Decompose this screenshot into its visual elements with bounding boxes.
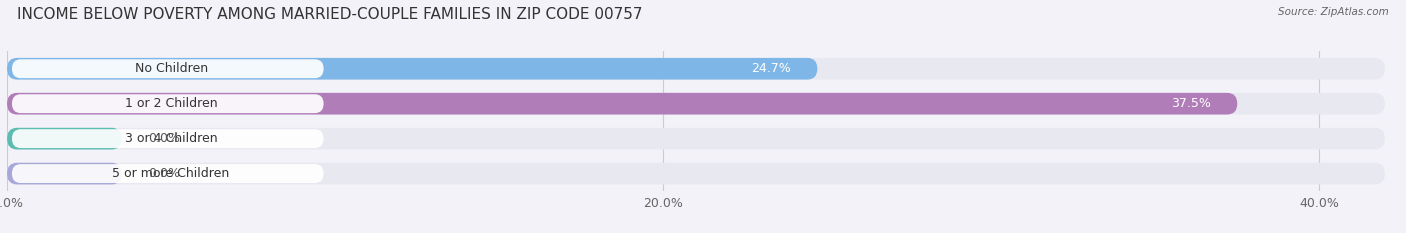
FancyBboxPatch shape [11, 94, 323, 113]
Text: Source: ZipAtlas.com: Source: ZipAtlas.com [1278, 7, 1389, 17]
FancyBboxPatch shape [11, 164, 323, 183]
FancyBboxPatch shape [11, 129, 323, 148]
Text: 1 or 2 Children: 1 or 2 Children [125, 97, 218, 110]
Text: 0.0%: 0.0% [148, 132, 180, 145]
Text: 3 or 4 Children: 3 or 4 Children [125, 132, 218, 145]
FancyBboxPatch shape [7, 128, 1385, 150]
Text: 24.7%: 24.7% [751, 62, 792, 75]
FancyBboxPatch shape [11, 59, 323, 78]
FancyBboxPatch shape [7, 93, 1237, 115]
Text: No Children: No Children [135, 62, 208, 75]
FancyBboxPatch shape [7, 58, 1385, 80]
FancyBboxPatch shape [7, 163, 1385, 185]
Text: 37.5%: 37.5% [1171, 97, 1211, 110]
FancyBboxPatch shape [7, 163, 122, 185]
Text: 0.0%: 0.0% [148, 167, 180, 180]
Text: 5 or more Children: 5 or more Children [112, 167, 229, 180]
FancyBboxPatch shape [7, 58, 817, 80]
FancyBboxPatch shape [7, 93, 1385, 115]
FancyBboxPatch shape [7, 128, 122, 150]
Text: INCOME BELOW POVERTY AMONG MARRIED-COUPLE FAMILIES IN ZIP CODE 00757: INCOME BELOW POVERTY AMONG MARRIED-COUPL… [17, 7, 643, 22]
